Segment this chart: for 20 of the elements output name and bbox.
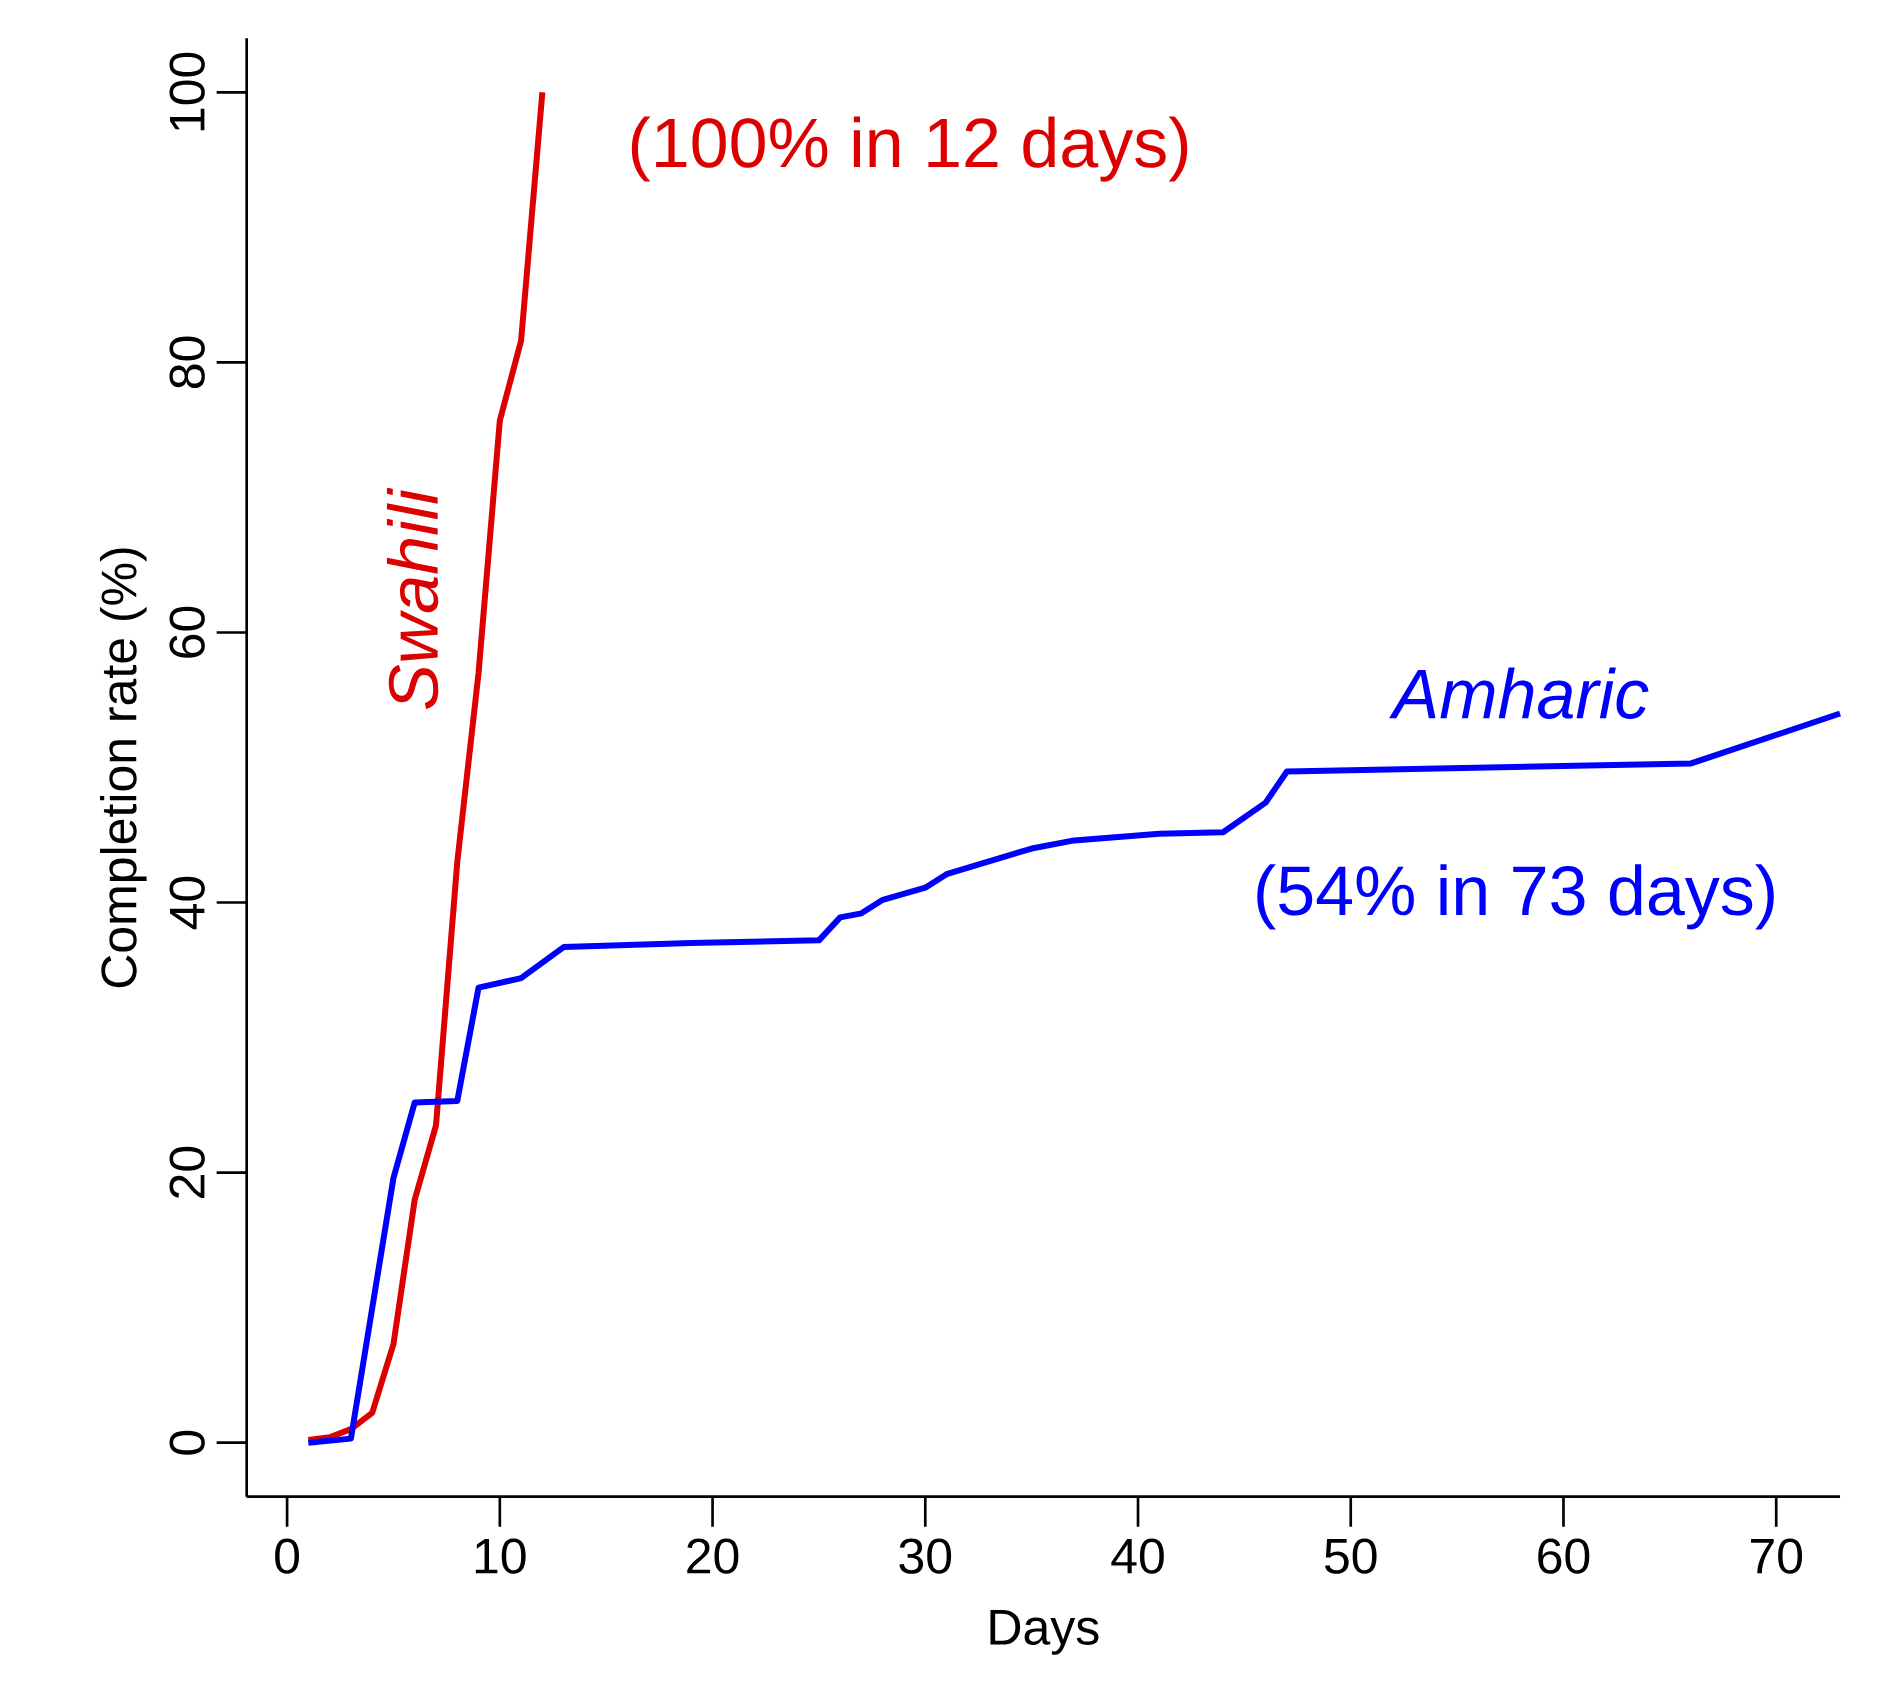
x-tick-label: 0 [275, 1538, 300, 1574]
y-tick-label: 20 [169, 1146, 205, 1198]
x-axis-title: Days [990, 1610, 1099, 1655]
annotation: (54% in 73 days) [1257, 864, 1774, 930]
y-axis-title: Completion rate (%) [100, 548, 147, 988]
x-tick-label: 40 [1111, 1538, 1164, 1574]
y-tick-label: 100 [169, 52, 205, 131]
x-tick-label: 60 [1538, 1538, 1590, 1574]
y-tick-label: 60 [169, 606, 205, 658]
x-tick-label: 20 [687, 1538, 739, 1574]
series-label: Amharic [1389, 667, 1649, 719]
y-tick-label: 80 [169, 336, 205, 389]
y-tick-label: 40 [169, 876, 205, 930]
text: Swahili [386, 487, 439, 709]
y-tick-label: 0 [169, 1430, 205, 1455]
x-tick-label: 70 [1750, 1538, 1803, 1574]
x-tick-label: 10 [475, 1538, 526, 1574]
annotation: (100% in 12 days) [631, 116, 1188, 182]
x-tick-label: 30 [899, 1538, 952, 1574]
x-tick-label: 50 [1324, 1538, 1377, 1574]
